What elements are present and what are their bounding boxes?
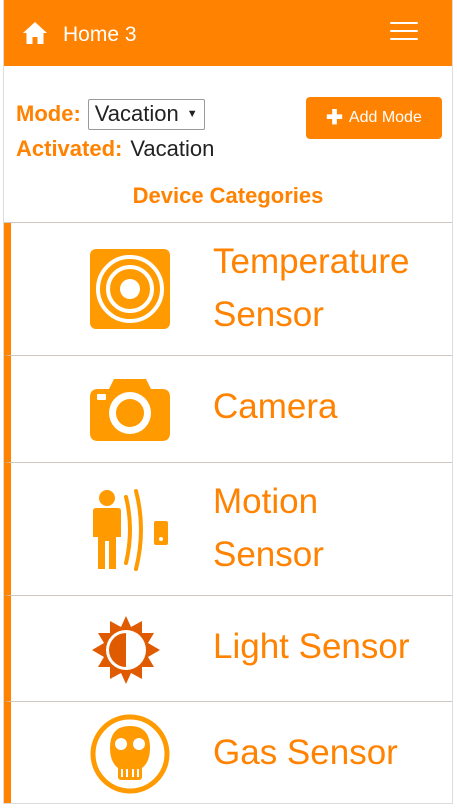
brand-title[interactable]: Home 3: [63, 23, 137, 46]
category-gas-sensor[interactable]: Gas Sensor: [4, 702, 452, 803]
category-light-sensor[interactable]: Light Sensor: [4, 596, 452, 702]
navbar: Home 3: [4, 0, 452, 66]
category-label: Temperature Sensor: [213, 242, 410, 334]
category-label: Light Sensor: [213, 627, 410, 666]
mode-label: Mode:: [16, 101, 81, 126]
hamburger-menu-icon[interactable]: [390, 22, 420, 44]
plus-icon: ✚: [326, 107, 343, 129]
add-mode-label: Add Mode: [348, 109, 422, 126]
temperature-sensor-icon: [90, 249, 170, 329]
home-icon[interactable]: [22, 21, 48, 45]
app-frame: Home 3 Mode: Vacation ▼ Activated: Vacati…: [3, 0, 453, 804]
motion-sensor-icon: [93, 489, 168, 571]
gas-mask-icon: [90, 714, 170, 794]
category-motion-sensor[interactable]: Motion Sensor: [4, 463, 452, 596]
activated-row: Activated: Vacation: [16, 136, 214, 162]
category-label: Gas Sensor: [213, 733, 398, 772]
activated-value: Vacation: [130, 136, 215, 161]
category-camera[interactable]: Camera: [4, 356, 452, 463]
caret-down-icon: ▼: [186, 108, 198, 120]
category-list: Temperature Sensor Camera Motion Senso: [4, 222, 452, 803]
mode-select[interactable]: Vacation ▼: [87, 98, 205, 130]
category-label: Camera: [213, 387, 338, 426]
mode-row: Mode: Vacation ▼: [16, 98, 205, 130]
mode-select-value: Vacation: [94, 101, 179, 126]
camera-icon: [90, 379, 170, 441]
category-label: Motion Sensor: [213, 482, 324, 574]
category-temperature-sensor[interactable]: Temperature Sensor: [4, 223, 452, 356]
activated-label: Activated:: [16, 136, 123, 161]
device-categories-title: Device Categories: [132, 183, 324, 208]
add-mode-button[interactable]: ✚ Add Mode: [306, 97, 442, 139]
light-sensor-icon: [92, 616, 160, 684]
